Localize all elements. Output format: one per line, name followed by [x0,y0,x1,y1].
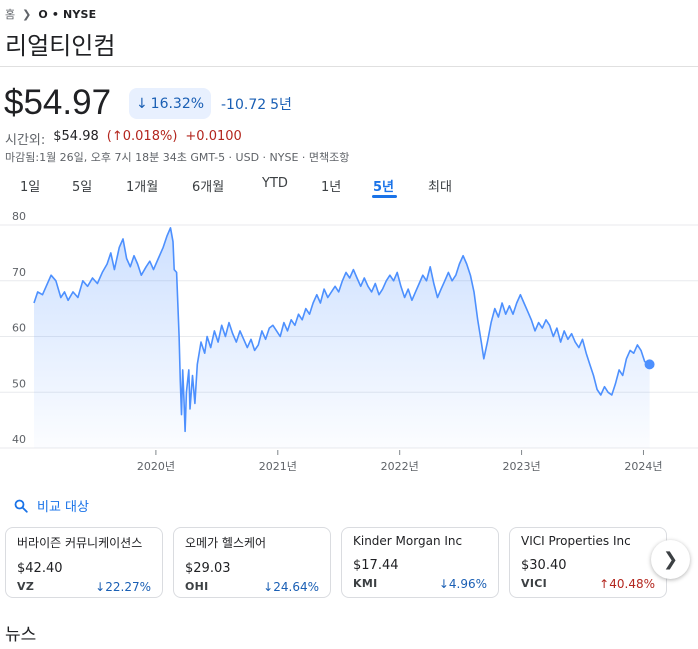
card-change-value: 22.27% [105,580,151,594]
breadcrumb-separator: • [51,7,59,21]
change-absolute: -10.72 5년 [221,94,292,114]
tab-5y[interactable]: 5년 [373,180,395,195]
change-percent: 16.32% [150,95,205,112]
after-hours-change: (↑0.018%) [106,129,178,144]
compare-label: 비교 대상 [37,500,89,515]
card-name: 버라이즌 커뮤니케이션스 [17,536,143,550]
x-tick-label: 2020년 [137,460,175,473]
arrow-down-icon: ↓ [438,577,449,591]
y-tick-label: 70 [12,266,26,279]
price-chart[interactable]: 80 70 60 50 40 2020년 2021년 2022년 2023년 2024년 [0,210,698,480]
arrow-down-icon: ↓ [95,580,106,594]
card-price: $30.40 [521,558,567,573]
breadcrumb-home-link[interactable]: 홈 [5,8,16,21]
arrow-up-icon: ↑ [111,129,123,144]
card-ticker: VZ [17,580,35,593]
change-percent-badge: ↓ 16.32% [129,88,211,119]
tab-ytd[interactable]: YTD [262,176,288,191]
compare-button[interactable]: 비교 대상 [14,496,89,515]
tab-1y[interactable]: 1년 [321,180,342,195]
closing-info: 마감됨:1월 26일, 오후 7시 18분 34초 GMT-5 · USD · … [5,151,350,164]
news-heading: 뉴스 [5,625,37,645]
price-area [34,227,650,448]
card-ticker: KMI [353,577,378,590]
price-line [33,227,650,433]
card-change-value: 40.48% [609,577,655,591]
card-price: $42.40 [17,561,63,576]
tab-5d[interactable]: 5일 [72,180,93,195]
y-tick-label: 80 [12,210,26,223]
breadcrumb-exchange: NYSE [62,7,97,21]
next-cards-button[interactable]: ❯ [651,540,690,579]
change-absolute-value: -10.72 [221,97,267,113]
after-hours-percent: 0.018% [122,129,173,144]
compare-card-ohi[interactable]: 오메가 헬스케어 $29.03 OHI ↓24.64% [173,527,331,598]
y-tick-label: 60 [12,322,26,335]
tab-1d[interactable]: 1일 [20,180,41,195]
card-ticker: VICI [521,577,547,590]
breadcrumb-ticker: O [38,7,48,21]
card-change: ↑40.48% [599,577,655,591]
card-change: ↓24.64% [263,580,319,594]
tab-1m[interactable]: 1개월 [126,180,159,195]
card-name: Kinder Morgan Inc [353,534,463,548]
chevron-right-icon: ❯ [22,7,32,21]
breadcrumb: 홈 ❯ O • NYSE [5,6,96,22]
arrow-down-icon: ↓ [263,580,274,594]
arrow-up-icon: ↑ [599,577,610,591]
active-tab-underline [372,195,397,198]
tab-6m[interactable]: 6개월 [192,180,225,195]
compare-card-kmi[interactable]: Kinder Morgan Inc $17.44 KMI ↓4.96% [341,527,499,598]
after-hours-label: 시간외: [5,133,46,148]
tab-max[interactable]: 최대 [428,180,452,195]
x-tick-label: 2021년 [259,460,297,473]
after-hours-absolute: +0.0100 [185,129,242,144]
company-name: 리얼티인컴 [5,32,116,60]
current-price: $54.97 [4,83,112,122]
y-tick-label: 50 [12,377,26,390]
card-change: ↓22.27% [95,580,151,594]
arrow-down-icon: ↓ [135,95,148,112]
card-change-value: 24.64% [273,580,319,594]
card-change-value: 4.96% [448,577,487,591]
card-change: ↓4.96% [439,577,487,591]
last-price-dot [644,359,655,370]
card-name: VICI Properties Inc [521,534,631,548]
card-price: $17.44 [353,558,399,573]
chevron-right-icon: ❯ [662,549,679,570]
compare-card-vici[interactable]: VICI Properties Inc $30.40 VICI ↑40.48% [509,527,667,598]
header-divider [0,66,698,67]
search-icon [14,499,28,513]
card-name: 오메가 헬스케어 [185,536,267,550]
after-hours: 시간외: $54.98 (↑0.018%) +0.0100 [5,129,242,148]
x-tick-label: 2023년 [503,460,541,473]
change-period: 5년 [270,97,292,113]
card-price: $29.03 [185,561,231,576]
y-tick-label: 40 [12,433,26,446]
compare-card-vz[interactable]: 버라이즌 커뮤니케이션스 $42.40 VZ ↓22.27% [5,527,163,598]
after-hours-price: $54.98 [53,129,99,144]
card-ticker: OHI [185,580,209,593]
x-tick-label: 2024년 [624,460,662,473]
x-tick-label: 2022년 [381,460,419,473]
